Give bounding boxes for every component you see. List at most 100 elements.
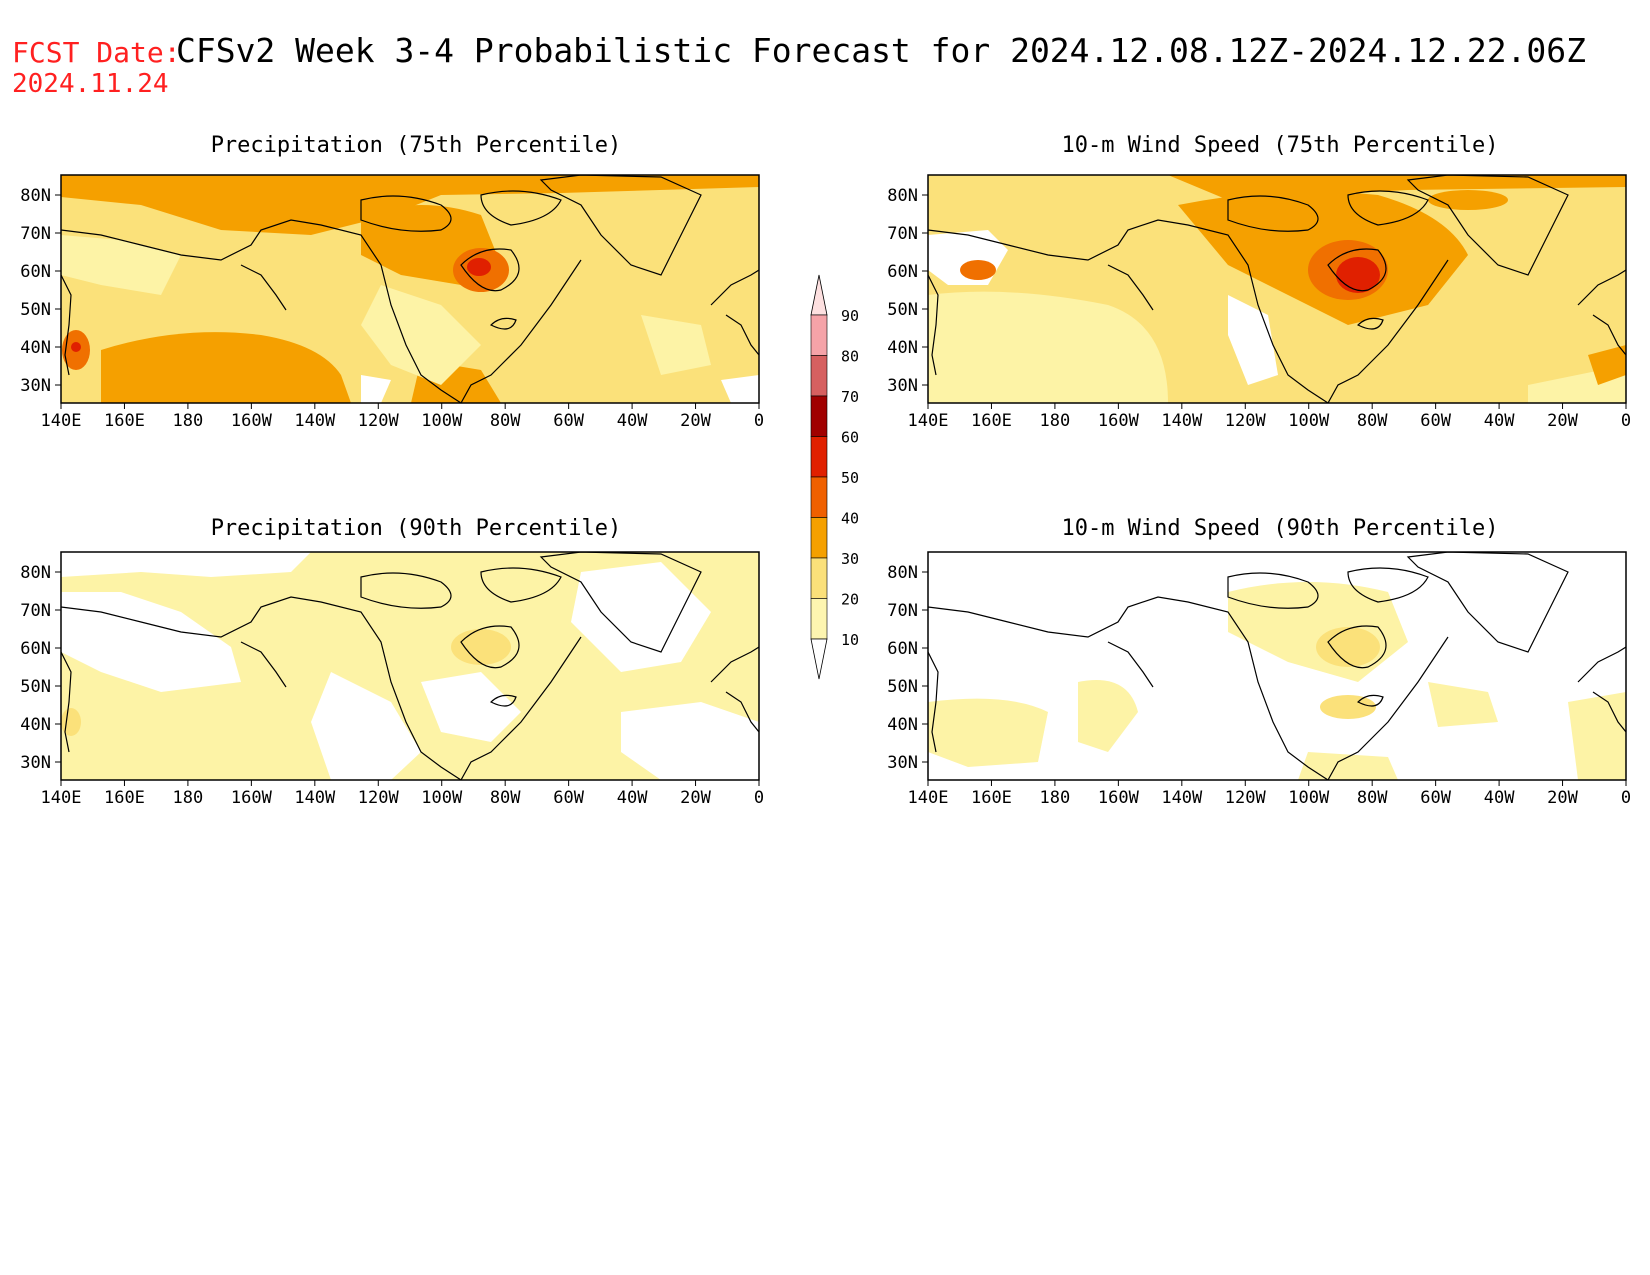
lat-tick-label: 60N xyxy=(20,262,51,282)
probability-field xyxy=(61,175,759,403)
coastline xyxy=(1577,646,1626,683)
probability-region xyxy=(451,629,511,665)
probability-region xyxy=(1228,295,1278,385)
lon-tick-label: 160W xyxy=(231,411,273,431)
colorbar-segment xyxy=(810,476,828,518)
colorbar-segment xyxy=(810,598,828,640)
lat-tick-label: 60N xyxy=(20,639,51,659)
colorbar-label: 60 xyxy=(841,429,859,447)
lat-tick-label: 70N xyxy=(887,224,918,244)
lon-tick-label: 80W xyxy=(1357,788,1388,808)
lon-tick-label: 140W xyxy=(294,411,336,431)
colorbar: 90 80 70 60 50 40 30 20 10 xyxy=(810,274,859,680)
coastline xyxy=(240,264,287,311)
lon-tick-label: 80W xyxy=(490,411,521,431)
lat-tick-label: 30N xyxy=(887,376,918,396)
lon-tick-label: 60W xyxy=(553,788,584,808)
lat-tick-label: 50N xyxy=(887,677,918,697)
coastline xyxy=(1327,248,1387,292)
probability-region xyxy=(61,552,311,577)
lat-tick-label: 80N xyxy=(887,563,918,583)
probability-region xyxy=(61,708,81,736)
lat-tick-label: 70N xyxy=(20,601,51,621)
coastline xyxy=(1327,625,1387,669)
lon-tick-label: 40W xyxy=(617,788,648,808)
lon-tick-label: 20W xyxy=(680,411,711,431)
map-panel-wind-90: 80N 70N 60N 50N 40N 30N 140E 160E 180 160W 140W 120… xyxy=(887,551,1631,808)
coastlines xyxy=(928,175,1626,403)
probability-region xyxy=(1168,175,1626,200)
lon-tick-label: 100W xyxy=(421,411,463,431)
map-panel-precip-90: 80N 70N 60N 50N 40N 30N 140E 160E 180 160W 140W 120… xyxy=(20,551,764,808)
coastline xyxy=(1356,694,1384,707)
lon-tick-label: 160E xyxy=(971,411,1012,431)
lon-tick-label: 60W xyxy=(553,411,584,431)
lon-tick-label: 120W xyxy=(358,788,400,808)
probability-region xyxy=(928,291,1168,403)
lon-tick-label: 0 xyxy=(754,411,764,431)
coastline xyxy=(240,641,287,688)
lon-tick-label: 20W xyxy=(680,788,711,808)
coastline xyxy=(489,317,517,330)
probability-field xyxy=(928,552,1626,780)
coastline xyxy=(61,596,462,780)
coastline xyxy=(1347,190,1429,226)
lat-tick-label: 60N xyxy=(887,262,918,282)
coastline xyxy=(1356,317,1384,330)
panel-title-wind-75: 10-m Wind Speed (75th Percentile) xyxy=(1061,133,1498,158)
coastlines xyxy=(61,175,759,403)
lon-tick-label: 120W xyxy=(1225,788,1267,808)
lon-tick-label: 120W xyxy=(358,411,400,431)
coastline xyxy=(61,651,72,753)
map-frame xyxy=(927,174,1627,404)
probability-region xyxy=(1336,257,1380,293)
coastline xyxy=(539,552,702,653)
lon-tick-label: 160E xyxy=(971,788,1012,808)
probability-region xyxy=(467,258,491,276)
probability-region xyxy=(61,235,181,295)
lon-tick-label: 80W xyxy=(490,788,521,808)
lon-tick-label: 0 xyxy=(754,788,764,808)
coastlines xyxy=(928,552,1626,780)
probability-region xyxy=(1428,682,1498,727)
coastline xyxy=(710,646,759,683)
colorbar-segment xyxy=(810,436,828,478)
probability-region xyxy=(1298,752,1398,780)
lon-tick-label: 40W xyxy=(1484,411,1515,431)
probability-region xyxy=(1568,692,1626,780)
lon-tick-label: 20W xyxy=(1547,411,1578,431)
lat-tick-label: 40N xyxy=(887,715,918,735)
lon-tick-label: 160E xyxy=(104,411,145,431)
colorbar-segment xyxy=(810,355,828,397)
probability-region xyxy=(311,672,421,780)
probability-region xyxy=(1428,190,1508,210)
colorbar-top-arrow xyxy=(810,274,828,316)
coastline xyxy=(1227,572,1319,609)
colorbar-label: 90 xyxy=(841,307,859,325)
map-frame xyxy=(60,174,760,404)
colorbar-label: 50 xyxy=(841,469,859,487)
lon-tick-label: 180 xyxy=(173,411,204,431)
lon-tick-label: 140E xyxy=(41,411,82,431)
panel-title-precip-75: Precipitation (75th Percentile) xyxy=(211,133,622,158)
lon-tick-label: 80W xyxy=(1357,411,1388,431)
lat-tick-label: 60N xyxy=(887,639,918,659)
coastline xyxy=(928,274,939,376)
lon-tick-label: 140W xyxy=(1161,411,1203,431)
lon-tick-label: 180 xyxy=(173,788,204,808)
lon-tick-label: 140W xyxy=(294,788,336,808)
probability-field xyxy=(928,175,1626,403)
coastline xyxy=(539,175,702,276)
lat-tick-label: 80N xyxy=(20,186,51,206)
colorbar-label: 40 xyxy=(841,510,859,528)
lon-tick-label: 60W xyxy=(1420,411,1451,431)
lat-tick-label: 40N xyxy=(887,338,918,358)
coastline xyxy=(460,625,520,669)
lat-tick-label: 50N xyxy=(887,300,918,320)
lat-tick-label: 80N xyxy=(887,186,918,206)
figure-title: CFSv2 Week 3-4 Probabilistic Forecast fo… xyxy=(176,31,1586,70)
probability-region xyxy=(101,332,351,403)
coastline xyxy=(928,219,1329,403)
coastline xyxy=(1327,636,1449,780)
coastline xyxy=(460,259,582,403)
